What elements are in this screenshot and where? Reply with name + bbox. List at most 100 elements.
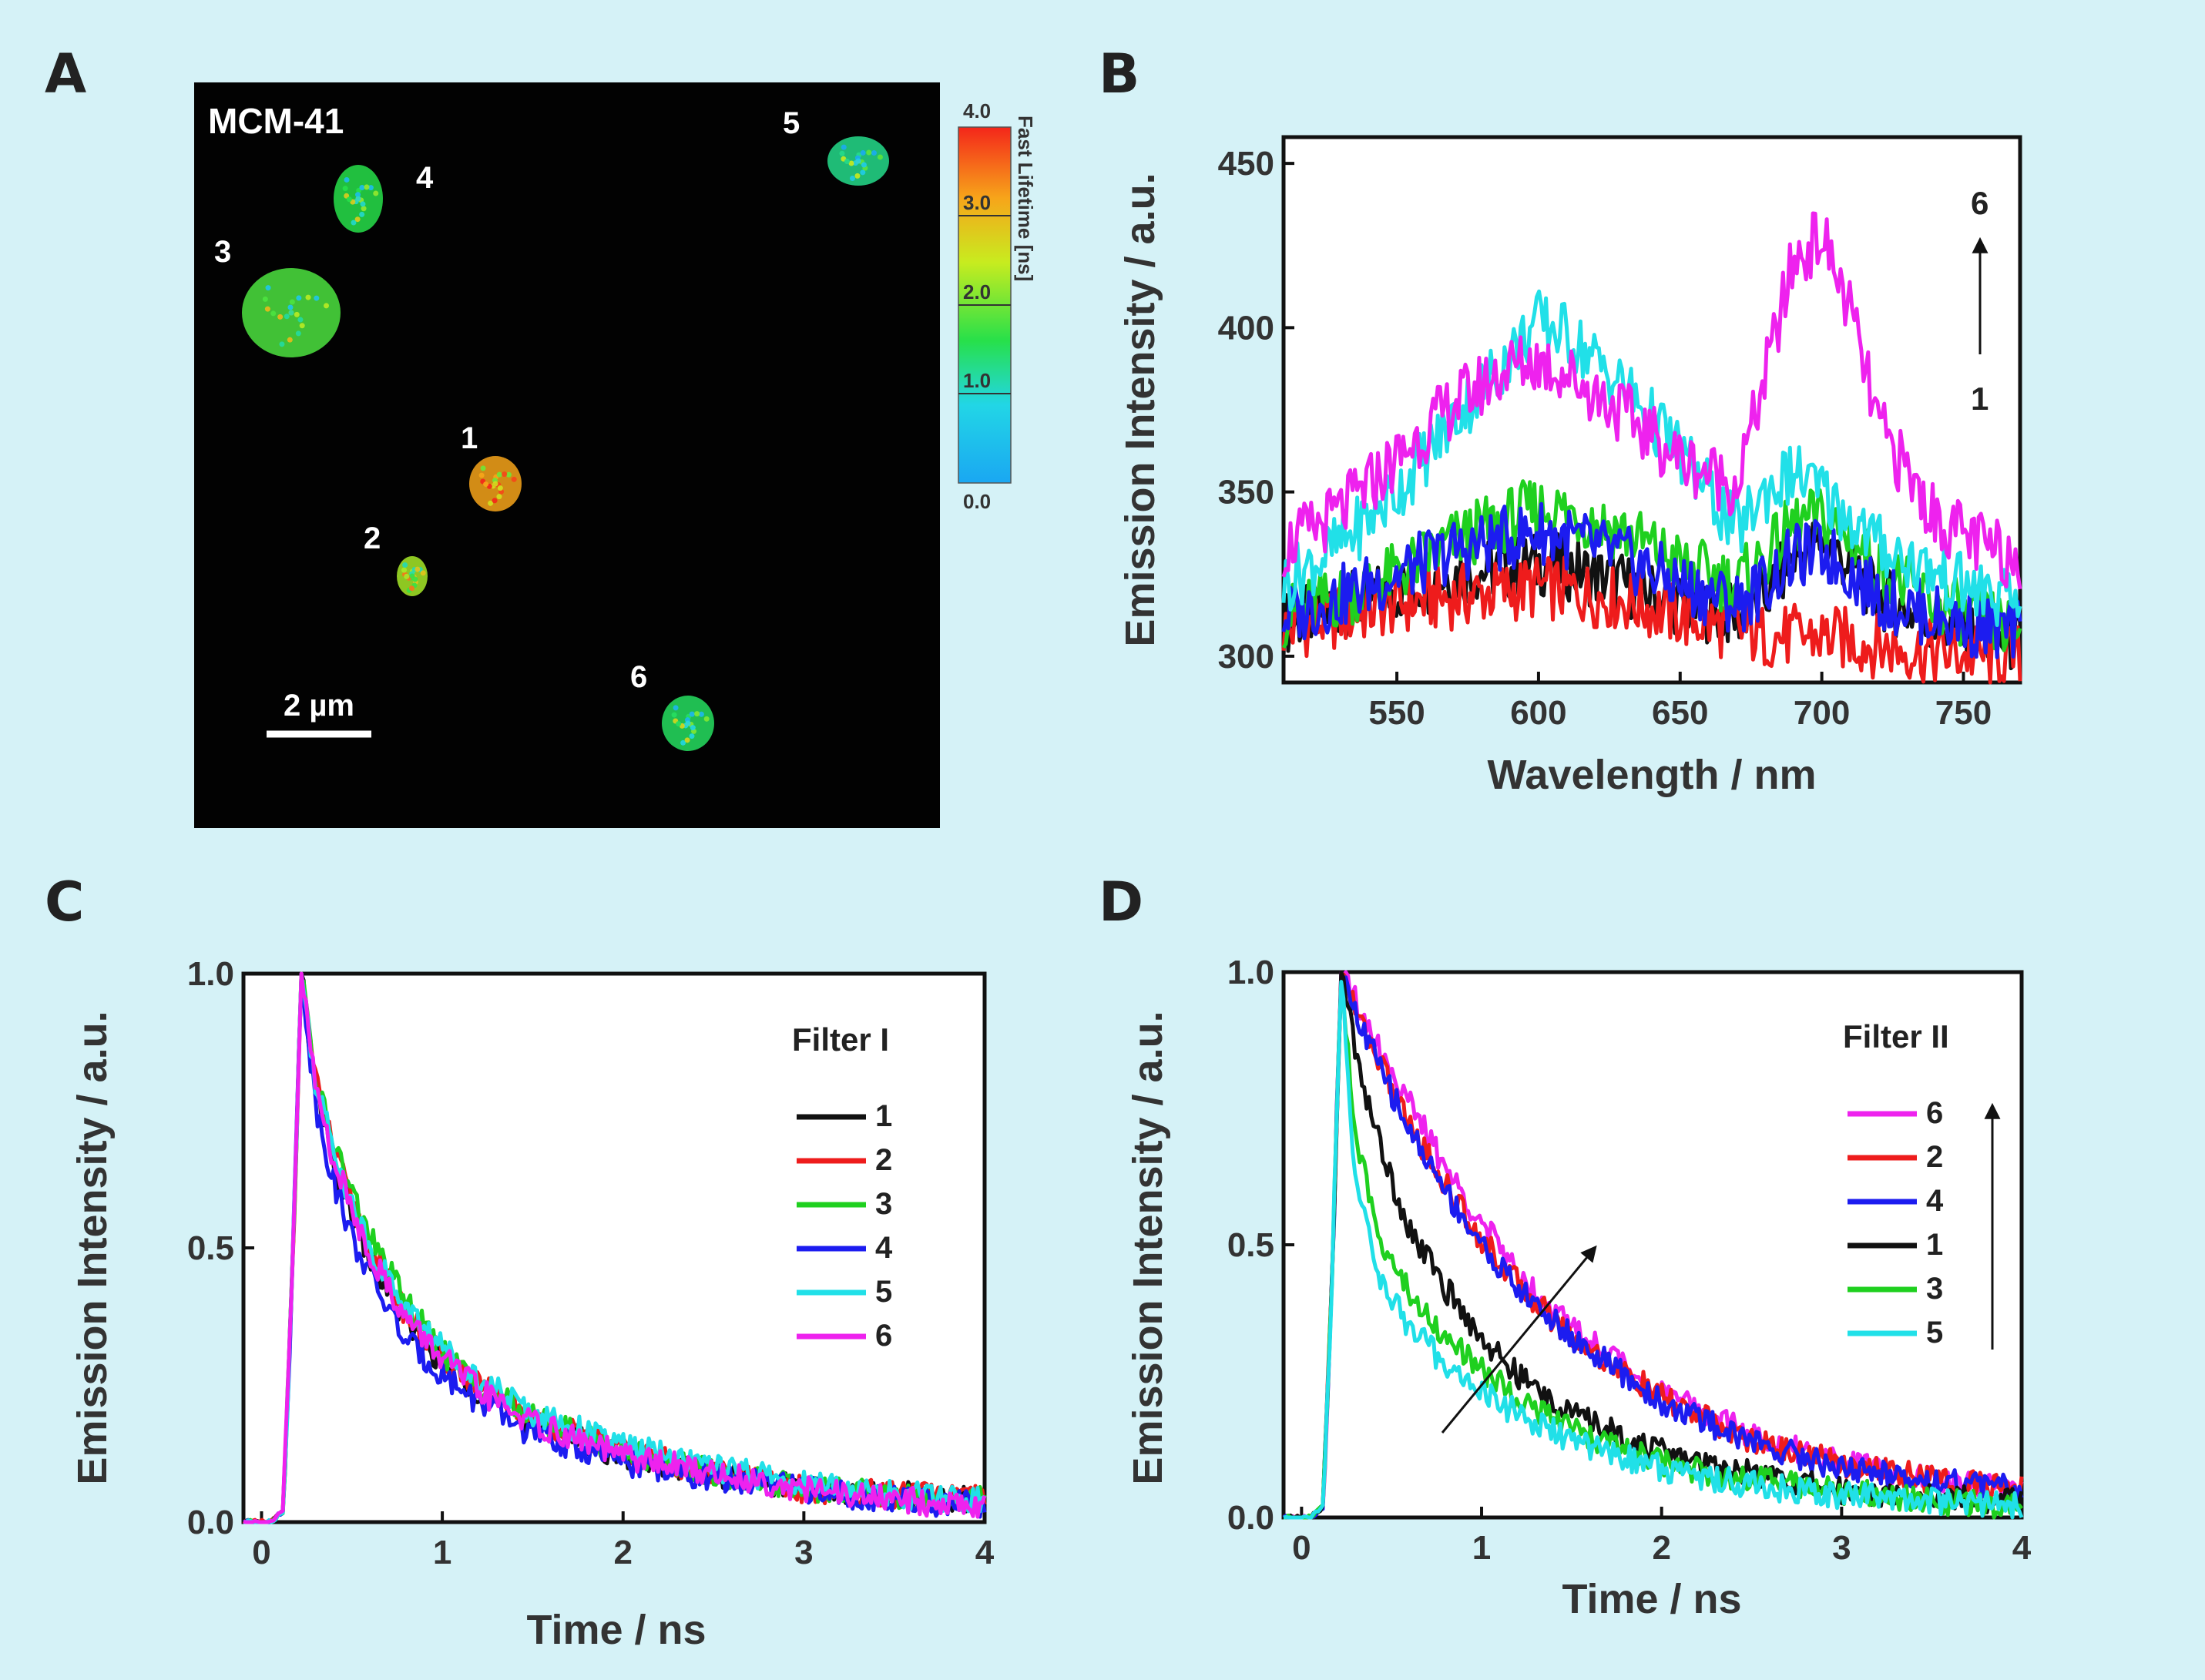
series-line-3 bbox=[1281, 479, 2022, 652]
particle-speckle bbox=[855, 158, 861, 164]
particle-speckle bbox=[844, 159, 850, 165]
panel-d-series bbox=[1282, 970, 2024, 1520]
panel-c-x-axis-label: Time / ns bbox=[526, 1607, 706, 1653]
particle-speckle bbox=[698, 711, 704, 717]
particle-speckle bbox=[496, 494, 502, 500]
particle-label-5: 5 bbox=[783, 106, 800, 140]
x-tick-label: 3 bbox=[1832, 1529, 1851, 1567]
particle-speckle bbox=[502, 471, 508, 478]
panel-d-trend-arrow bbox=[1441, 1245, 1597, 1434]
particle-speckle bbox=[854, 173, 861, 179]
particle-speckle bbox=[689, 711, 695, 717]
series-line-6 bbox=[243, 971, 987, 1524]
legend-title: Filter I bbox=[792, 1021, 889, 1058]
series-line-4 bbox=[1282, 975, 2024, 1520]
colorbar-tick-0: 0.0 bbox=[963, 490, 991, 513]
panel-c-series bbox=[242, 971, 987, 1524]
series-line-3 bbox=[1284, 982, 2023, 1520]
panel-b-tick-labels: 550 600 650 700 750 300 350 400 450 bbox=[1218, 145, 1992, 732]
particle-speckle bbox=[673, 705, 679, 711]
panel-label-b: B bbox=[1099, 42, 1139, 106]
y-tick-label: 0.5 bbox=[187, 1229, 234, 1267]
particle-speckle bbox=[314, 295, 320, 301]
x-tick-label: 2 bbox=[613, 1534, 632, 1571]
y-tick-label: 0.0 bbox=[1227, 1499, 1274, 1537]
particle-speckle bbox=[265, 285, 271, 291]
particle-speckle bbox=[409, 573, 415, 579]
particle-speckle bbox=[295, 330, 301, 337]
particle-speckle bbox=[404, 573, 410, 579]
particle-speckle bbox=[351, 220, 357, 226]
legend-label-1: 1 bbox=[875, 1099, 892, 1133]
particle-speckle bbox=[496, 471, 502, 478]
series-line-2 bbox=[1281, 555, 2022, 685]
particle-speckle bbox=[289, 299, 295, 305]
particle-speckle bbox=[277, 314, 284, 320]
particle-speckle bbox=[414, 566, 421, 572]
microscopy-title: MCM-41 bbox=[208, 101, 344, 141]
x-tick-label: 550 bbox=[1368, 694, 1425, 732]
panel-b-chart: 550 600 650 700 750 300 350 400 450 Wavelength /… bbox=[1117, 135, 2022, 798]
panel-b-annotation-bottom: 1 bbox=[1971, 381, 1989, 417]
particle-speckle bbox=[324, 303, 330, 309]
y-tick-label: 0.5 bbox=[1227, 1226, 1274, 1264]
particle-speckle bbox=[262, 296, 268, 302]
particle-speckle bbox=[676, 721, 682, 727]
particle-speckle bbox=[359, 184, 365, 190]
x-tick-label: 1 bbox=[1472, 1529, 1491, 1567]
panel-b-ticks bbox=[1284, 162, 1965, 682]
colorbar-tick-3: 3.0 bbox=[963, 191, 991, 214]
panel-label-d: D bbox=[1099, 870, 1143, 934]
y-tick-label: 1.0 bbox=[1227, 954, 1274, 991]
colorbar-tick-2: 2.0 bbox=[963, 280, 991, 303]
y-tick-label: 0.0 bbox=[187, 1504, 234, 1541]
particle-speckle bbox=[360, 201, 366, 207]
y-tick-label: 1.0 bbox=[187, 955, 234, 993]
particle-speckle bbox=[839, 150, 845, 156]
particle-speckle bbox=[287, 304, 294, 310]
particle-speckle bbox=[401, 567, 407, 573]
particle-speckle bbox=[703, 716, 710, 722]
x-tick-label: 3 bbox=[794, 1534, 813, 1571]
particle-speckle bbox=[488, 500, 494, 506]
particle-label-6: 6 bbox=[630, 660, 647, 694]
legend-label-4: 4 bbox=[1926, 1184, 1944, 1218]
panel-b-annotation-top: 6 bbox=[1971, 185, 1989, 221]
particle-label-1: 1 bbox=[461, 421, 478, 455]
microscopy-image bbox=[194, 82, 940, 828]
series-line-4 bbox=[1281, 501, 2022, 659]
legend-label-5: 5 bbox=[875, 1275, 892, 1309]
series-line-6 bbox=[1281, 211, 2022, 590]
particle-speckle bbox=[689, 733, 695, 739]
particle-speckle bbox=[492, 481, 498, 487]
x-tick-label: 0 bbox=[252, 1534, 270, 1571]
particle-speckle bbox=[279, 341, 285, 347]
particle-speckle bbox=[492, 498, 498, 504]
panel-c-legend: Filter I 1 2 3 4 5 6 bbox=[792, 1021, 893, 1353]
particle-speckle bbox=[420, 570, 426, 576]
particle-speckle bbox=[359, 211, 365, 217]
panel-d-x-axis-label: Time / ns bbox=[1562, 1576, 1741, 1622]
particle-label-3: 3 bbox=[214, 235, 231, 269]
colorbar-tick-1: 1.0 bbox=[963, 369, 991, 392]
particle-speckle bbox=[346, 196, 352, 203]
particle-speckle bbox=[284, 314, 290, 320]
particle-speckle bbox=[305, 294, 311, 300]
particle-speckle bbox=[402, 562, 408, 568]
series-line-5 bbox=[1283, 980, 2024, 1520]
particle-speckle bbox=[361, 206, 367, 212]
legend-label-6: 6 bbox=[1926, 1096, 1943, 1130]
particle-spots bbox=[242, 136, 889, 751]
x-tick-label: 0 bbox=[1292, 1529, 1311, 1567]
particle-speckle bbox=[264, 306, 270, 312]
panel-d-tick-labels: 0 1 2 3 4 0.0 0.5 1.0 bbox=[1227, 954, 2032, 1567]
panel-d-chart: 0 1 2 3 4 0.0 0.5 1.0 Filter II 6 2 4 1 3 5 Time / ns… bbox=[1125, 954, 2032, 1622]
particle-label-4: 4 bbox=[416, 161, 434, 195]
scale-bar-label: 2 µm bbox=[284, 689, 354, 723]
particle-speckle bbox=[671, 712, 677, 718]
particle-speckle bbox=[483, 481, 489, 488]
particle-speckle bbox=[861, 162, 867, 168]
y-tick-label: 400 bbox=[1218, 309, 1274, 347]
